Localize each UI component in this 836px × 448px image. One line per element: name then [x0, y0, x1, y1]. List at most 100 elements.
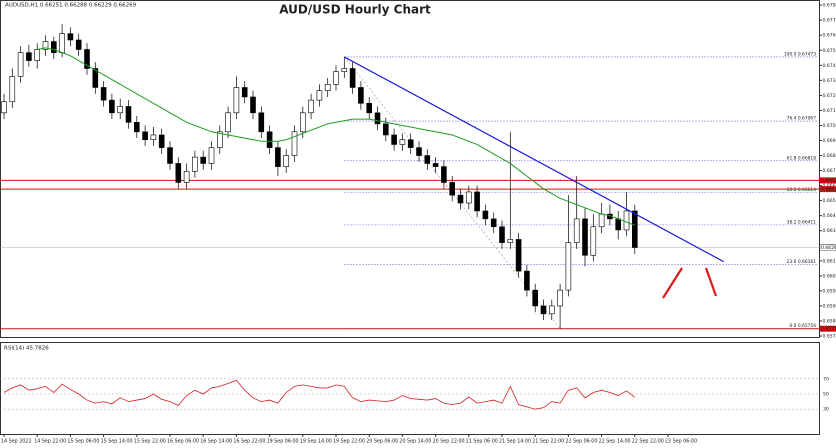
candle-body	[192, 156, 198, 172]
candle-body	[333, 71, 339, 85]
candle-body	[67, 33, 74, 41]
candle-body	[548, 305, 555, 315]
x-tick-label: 22 Sep 14:00	[599, 439, 631, 445]
candle-body	[233, 87, 240, 114]
candle-body	[515, 239, 522, 272]
candle-body	[407, 139, 414, 148]
x-tick-label: 20 Sep 14:00	[399, 439, 431, 445]
candle-body	[615, 218, 622, 231]
candle-body	[9, 76, 16, 103]
candle-body	[573, 218, 580, 243]
candle-body	[424, 155, 431, 164]
candle-body	[308, 99, 314, 114]
fib-label: 38.2 0.66411	[787, 219, 817, 225]
x-tick-label: 19 Sep 06:00	[267, 439, 299, 445]
y-tick-label: 0.65900	[823, 303, 836, 309]
y-tick-label: 0.67040	[823, 123, 836, 129]
y-tick-label: 0.66755	[823, 168, 836, 174]
candle-body	[134, 122, 140, 133]
fib-label: 23.6 0.66161	[787, 259, 817, 265]
candle-body	[565, 242, 572, 291]
price-box-label: 0.66269	[821, 245, 836, 251]
candle-body	[26, 52, 32, 61]
y-tick-label: 0.66470	[823, 213, 836, 219]
y-tick-label: 0.66945	[823, 138, 836, 144]
y-tick-label: 0.67800	[823, 3, 836, 9]
candle-body	[374, 112, 381, 125]
candle-body	[299, 112, 306, 133]
y-tick-label: 0.67230	[823, 93, 836, 99]
candle-body	[142, 131, 148, 141]
candle-body	[208, 147, 215, 164]
price-box	[820, 186, 836, 193]
sma-line	[37, 47, 635, 226]
y-tick-label: 0.66375	[823, 228, 836, 234]
x-tick-label: 21 Sep 06:00	[466, 439, 498, 445]
rsi-tick-label: 50	[823, 392, 829, 398]
price-box	[819, 244, 836, 251]
y-tick-label: 0.65805	[823, 318, 836, 324]
candle-body	[349, 68, 356, 88]
x-tick-label: 15 Sep 14:00	[101, 439, 133, 445]
candle-body	[366, 103, 373, 114]
candle-body	[399, 139, 406, 145]
rsi-tick-label: 30	[823, 407, 829, 413]
candle-body	[474, 191, 480, 212]
price-box-label: 0.65756	[821, 326, 836, 332]
candle-body	[441, 166, 447, 183]
rsi-panel	[0, 342, 820, 435]
y-tick-label: 0.67610	[823, 33, 836, 39]
x-tick-label: 20 Sep 22:00	[433, 439, 465, 445]
candle-body	[416, 147, 422, 156]
y-tick-label: 0.65710	[823, 334, 836, 340]
candle-body	[490, 218, 497, 228]
candle-body	[225, 112, 231, 133]
y-tick-label: 0.67420	[823, 63, 836, 69]
candle-body	[167, 147, 173, 164]
candle-body	[557, 289, 563, 307]
candle-body	[391, 134, 397, 145]
x-tick-label: 15 Sep 22:00	[134, 439, 166, 445]
x-tick-label: 15 Sep 06:00	[67, 439, 99, 445]
candle-body	[382, 123, 389, 136]
y-tick-label: 0.66090	[823, 273, 836, 279]
candle-body	[631, 210, 638, 248]
price-box-label: 0.66693	[821, 178, 836, 184]
forecast-arrow	[662, 267, 683, 299]
candle-body	[457, 194, 464, 204]
x-tick-label: 21 Sep 22:00	[532, 439, 564, 445]
trend-line	[344, 56, 724, 263]
candle-body	[117, 106, 123, 114]
fib-label: 100.0 0.67473	[784, 51, 816, 57]
price-box	[820, 177, 836, 184]
candle-body	[59, 33, 65, 53]
candle-body	[250, 96, 256, 114]
candle-body	[1, 101, 7, 114]
candle-body	[150, 134, 157, 141]
y-tick-label: 0.66185	[823, 258, 836, 264]
y-tick-label: 0.67325	[823, 78, 836, 84]
candle-body	[17, 52, 24, 77]
x-tick-label: 22 Sep 22:00	[632, 439, 664, 445]
candle-body	[275, 147, 281, 167]
y-tick-label: 0.66850	[823, 153, 836, 159]
x-tick-label: 14 Sep 22:00	[34, 439, 66, 445]
x-tick-label: 22 Sep 06:00	[565, 439, 597, 445]
y-tick-label: 0.67135	[823, 108, 836, 114]
x-tick-label: 16 Sep 06:00	[167, 439, 199, 445]
candle-body	[50, 41, 57, 53]
candle-body	[109, 99, 115, 114]
candle-body	[532, 289, 539, 307]
candle-body	[590, 226, 597, 256]
x-tick-label: 14 Sep 2022	[1, 439, 31, 445]
price-box	[820, 325, 836, 332]
y-tick-label: 0.67515	[823, 48, 836, 54]
fib-label: 0.0 0.65756	[789, 323, 816, 329]
candle-body	[200, 156, 206, 164]
candle-body	[283, 155, 290, 167]
candle-body	[42, 41, 49, 50]
x-tick-label: 20 Sep 06:00	[366, 439, 398, 445]
candle-body	[482, 210, 489, 220]
x-tick-label: 21 Sep 14:00	[499, 439, 531, 445]
candle-body	[75, 39, 82, 50]
